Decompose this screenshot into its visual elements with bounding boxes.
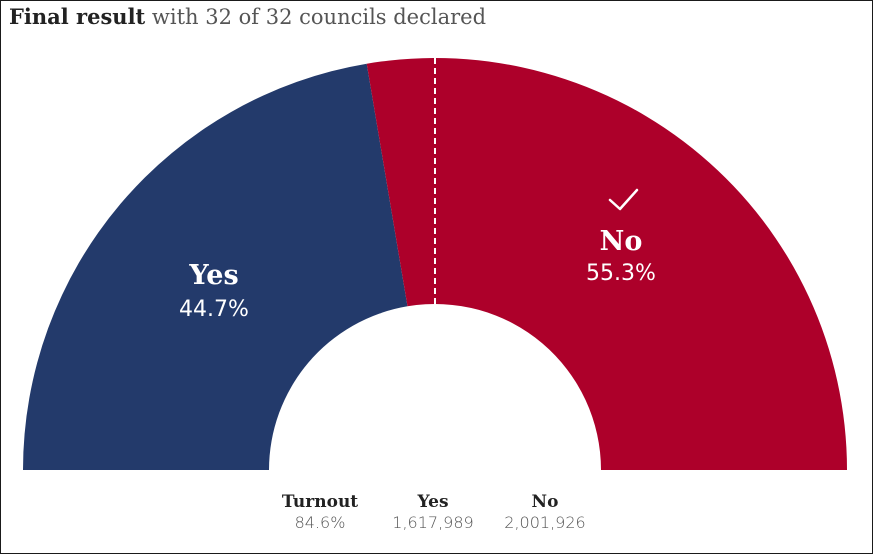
no-segment: [366, 58, 847, 471]
stat-turnout-value: 84.6%: [294, 513, 346, 532]
stat-yes-value: 1,617,989: [392, 513, 474, 532]
yes-label: Yes: [188, 260, 238, 291]
header-subtitle: with 32 of 32 councils declared: [145, 5, 487, 29]
stat-yes-label: Yes: [417, 492, 449, 512]
no-label: No: [600, 226, 643, 257]
header-bold-title: Final result: [9, 4, 146, 29]
yes-percentage: 44.7%: [179, 297, 249, 322]
stat-turnout: Turnout 84.6%: [282, 491, 358, 533]
stat-no: No 2,001,926: [504, 491, 585, 533]
chart-header: Final result with 32 of 32 councils decl…: [9, 4, 486, 29]
stat-turnout-label: Turnout: [281, 492, 359, 512]
results-stats: Turnout 84.6% Yes 1,617,989 No 2,001,926: [0, 491, 873, 541]
yes-segment: [23, 63, 408, 470]
stat-no-value: 2,001,926: [504, 513, 586, 532]
stat-no-label: No: [531, 492, 559, 512]
stat-yes: Yes 1,617,989: [392, 491, 473, 533]
check-icon: [608, 188, 639, 211]
no-percentage: 55.3%: [586, 261, 656, 286]
